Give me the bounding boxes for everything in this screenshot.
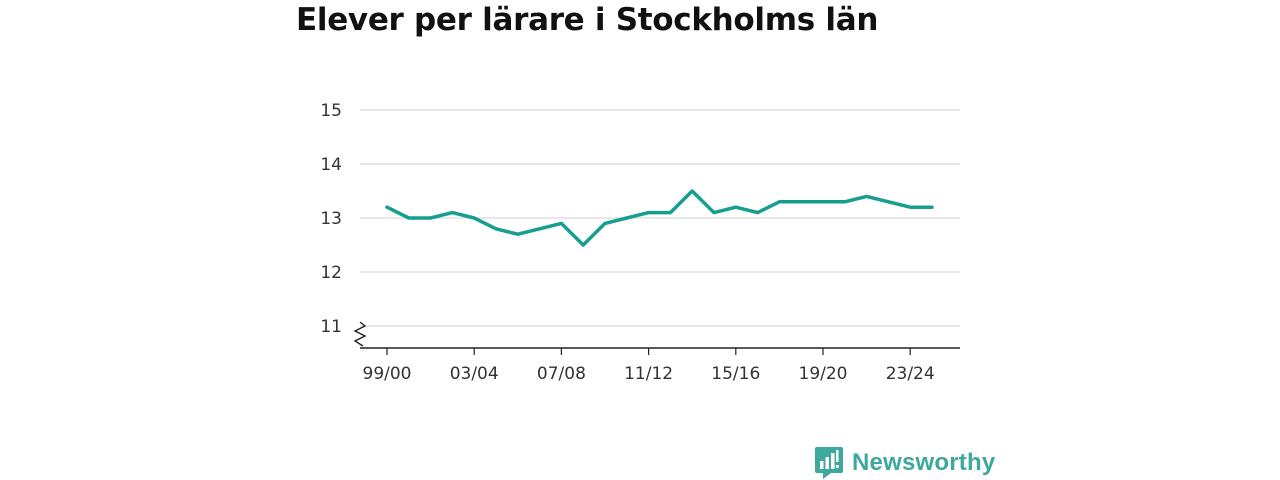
brand-name: Newsworthy xyxy=(852,449,996,476)
y-tick-label: 11 xyxy=(320,317,342,337)
x-tick-label: 23/24 xyxy=(886,364,935,384)
gridlines xyxy=(360,109,960,327)
x-tick-label: 19/20 xyxy=(799,364,848,384)
series-line xyxy=(385,189,934,247)
y-tick-label: 13 xyxy=(320,209,342,229)
x-axis-ticks: 99/00 03/04 07/08 11/12 15/16 19/20 23/24 xyxy=(363,348,935,384)
newsworthy-brand: Newsworthy xyxy=(814,446,995,480)
chart-title: Elever per lärare i Stockholms län xyxy=(296,2,879,38)
y-tick-label: 15 xyxy=(320,101,342,121)
y-axis-labels: 11 12 13 14 15 xyxy=(320,101,342,337)
x-tick-label: 15/16 xyxy=(711,364,760,384)
y-tick-label: 14 xyxy=(320,155,342,175)
x-tick-label: 03/04 xyxy=(450,364,499,384)
x-tick-label: 11/12 xyxy=(624,364,673,384)
x-tick-label: 07/08 xyxy=(537,364,586,384)
newsworthy-logo-icon xyxy=(815,447,843,479)
y-tick-label: 12 xyxy=(320,263,342,283)
x-tick-label: 99/00 xyxy=(363,364,412,384)
axis-break-icon xyxy=(353,321,367,347)
